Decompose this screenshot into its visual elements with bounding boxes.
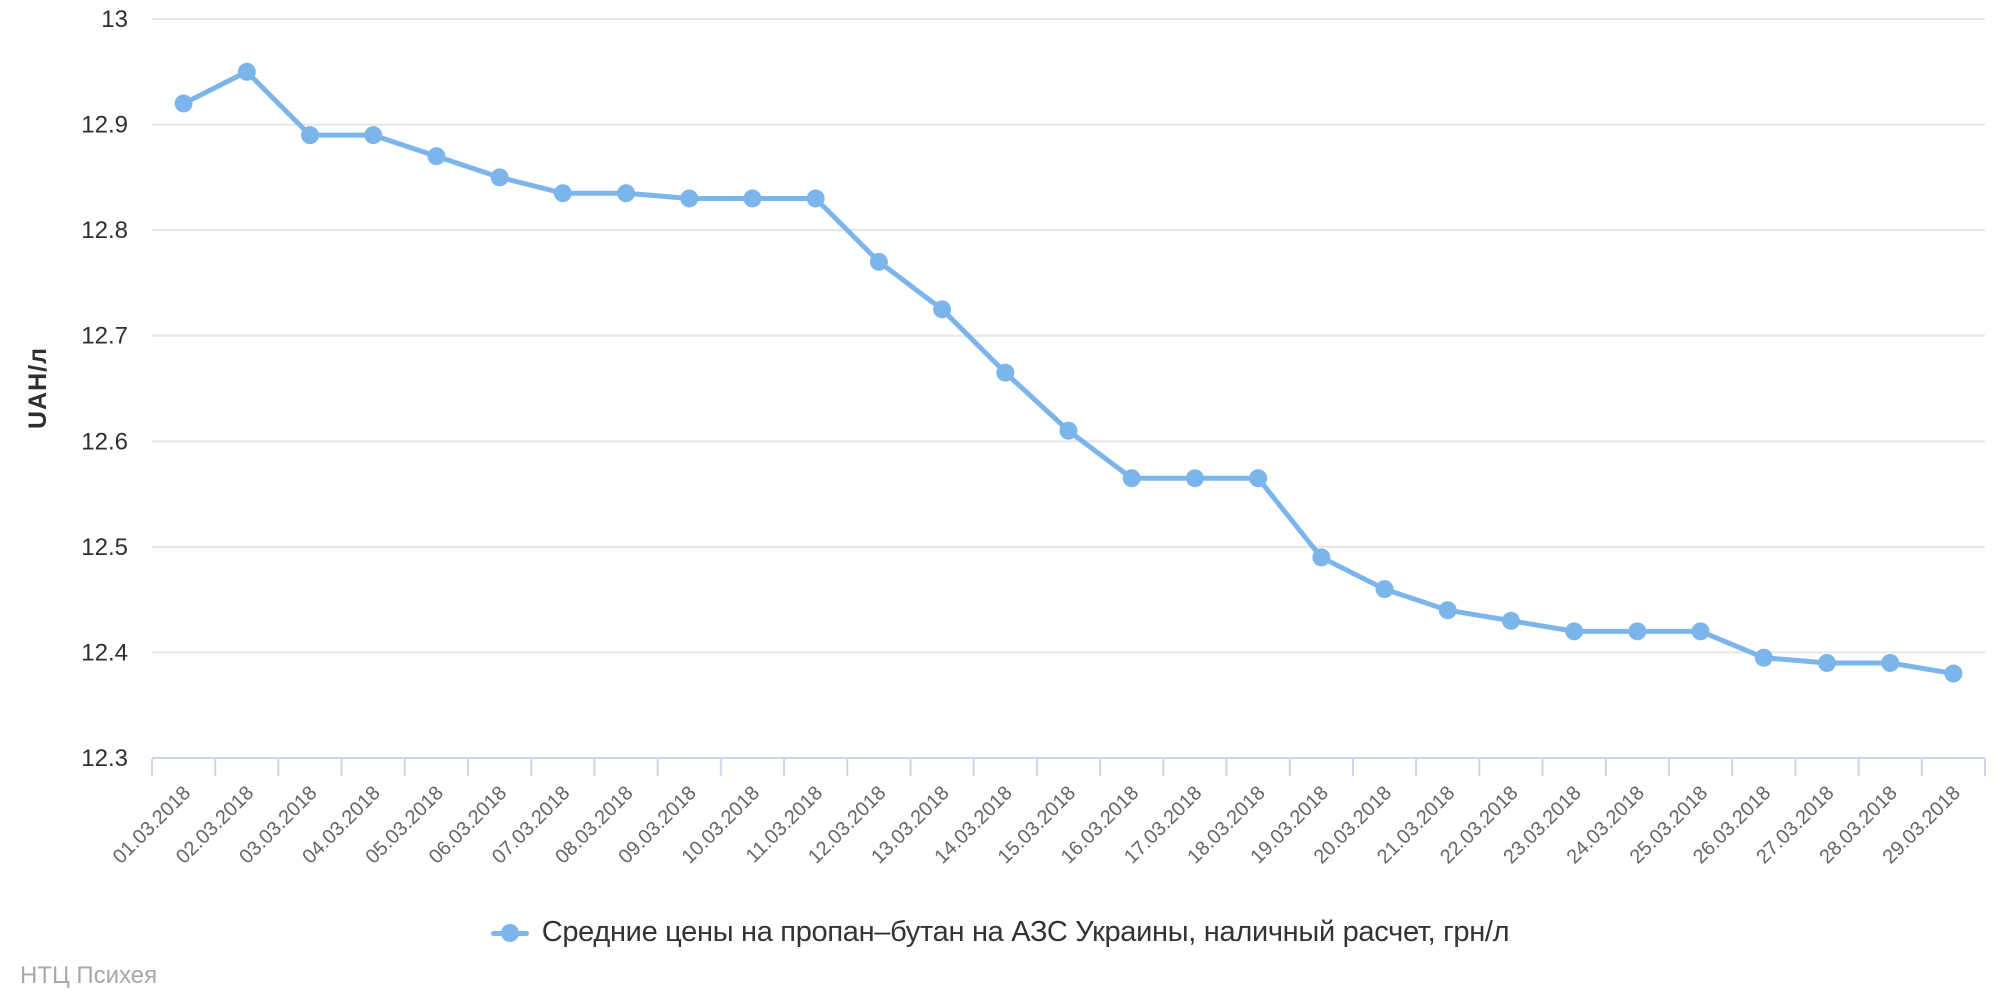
legend-item-series[interactable]: Средние цены на пропан–бутан на АЗС Укра…: [490, 916, 1510, 949]
legend-dot-icon: [500, 923, 519, 942]
y-axis-tick-label: 13: [101, 6, 128, 33]
data-point[interactable]: [1249, 469, 1268, 488]
y-axis-tick-label: 12.7: [81, 323, 128, 350]
y-axis-title: UAH/л: [24, 347, 52, 429]
data-point[interactable]: [1944, 664, 1963, 683]
data-point[interactable]: [1565, 622, 1584, 641]
y-axis-tick-label: 12.5: [81, 534, 128, 561]
watermark: НТЦ Психея: [20, 962, 158, 989]
data-point[interactable]: [1501, 611, 1520, 630]
y-axis-tick-label: 12.3: [81, 745, 128, 772]
data-point[interactable]: [1122, 469, 1141, 488]
data-point[interactable]: [1881, 653, 1900, 672]
legend: Средние цены на пропан–бутан на АЗС Укра…: [0, 916, 2000, 949]
data-point[interactable]: [1312, 548, 1331, 567]
legend-series-marker-icon: [490, 923, 529, 943]
data-point[interactable]: [1438, 601, 1457, 620]
y-axis-tick-label: 12.9: [81, 112, 128, 139]
data-point[interactable]: [1059, 421, 1078, 440]
data-point[interactable]: [1754, 648, 1773, 667]
series-line: [181, 69, 1956, 677]
data-point[interactable]: [490, 168, 509, 187]
y-axis-tick-label: 12.6: [81, 428, 128, 455]
data-point[interactable]: [1691, 622, 1710, 641]
data-point[interactable]: [427, 147, 446, 166]
data-point[interactable]: [743, 189, 762, 208]
data-point[interactable]: [301, 126, 320, 145]
data-point[interactable]: [1185, 469, 1204, 488]
data-point[interactable]: [237, 62, 256, 81]
price-line-chart: 12.312.412.512.612.712.812.91301.03.2018…: [24, 6, 1986, 868]
data-point[interactable]: [869, 252, 888, 271]
data-point[interactable]: [553, 184, 572, 203]
data-point[interactable]: [364, 126, 383, 145]
y-axis-tick-label: 12.8: [81, 217, 128, 244]
data-point[interactable]: [1817, 653, 1836, 672]
data-point[interactable]: [996, 363, 1015, 382]
data-point[interactable]: [1375, 580, 1394, 599]
legend-label: Средние цены на пропан–бутан на АЗС Укра…: [541, 916, 1510, 948]
data-point[interactable]: [680, 189, 699, 208]
data-point[interactable]: [806, 189, 825, 208]
data-point[interactable]: [933, 300, 952, 319]
y-axis-tick-label: 12.4: [81, 639, 128, 666]
data-point[interactable]: [617, 184, 636, 203]
data-point[interactable]: [174, 94, 193, 113]
data-point[interactable]: [1628, 622, 1647, 641]
